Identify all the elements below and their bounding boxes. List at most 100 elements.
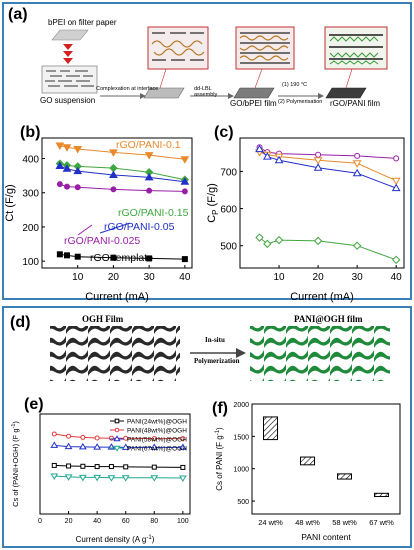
series-label: rGO/PANI-0.025 [64,235,140,247]
data-point [64,442,73,450]
y-tick-label: 600 [220,205,237,216]
data-point [180,436,186,442]
y-tick-label: 700 [220,167,237,178]
panel-label-b: (b) [20,124,41,141]
panel-label-e: (e) [24,396,44,413]
x-tick-label: 0 [38,518,42,525]
legend-label: PANI(48wt%)@OGH [127,428,187,435]
data-point [391,177,401,186]
chart-e: 0 20 40 60 80 100 Current density (A g-1) Cs of… [11,413,191,544]
data-point [94,464,100,470]
step-complexation-label: Complexation at interface [96,86,159,92]
data-point [274,235,284,245]
data-point [55,142,65,151]
data-point [146,255,153,262]
panel-bottom-frame [2,306,412,548]
plot-frame [41,137,193,269]
category-label: 67 wt% [369,518,394,527]
data-point [123,435,129,441]
data-point [180,177,190,185]
legend-label: PANI(58wt%)@OGH [127,437,187,444]
data-point [313,163,323,171]
go-suspension-box [41,65,98,94]
plot-frame [39,413,191,515]
data-point [352,160,362,168]
panel-label-f: (f) [212,400,228,417]
range-bar [374,492,389,498]
y-tick-label: 400 [22,155,39,166]
data-point [313,236,323,246]
data-point [80,434,86,440]
y-axis-label: CP (F/g) [206,183,220,223]
panel-label-c: (c) [214,124,234,141]
y-axis-label: Cs of (PANI+OGH) (F g-1) [11,421,20,507]
schematic-d [50,326,390,381]
data-point [108,464,114,470]
arrow-label-line2: Polymerization [194,357,240,365]
data-point [66,463,72,469]
chart-f: 500 1000 1500 2000 24 wt% 48 wt% 58 wt% 67 wt% P… [215,402,401,542]
data-point [178,443,187,450]
data-point [110,186,117,193]
x-tick-label: 10 [273,272,285,283]
data-point [144,152,154,160]
data-point [74,253,81,260]
data-point [181,256,188,263]
series-label: rGO/PANI-0.05 [104,221,175,233]
data-point [66,433,72,439]
panel-label-d: (d) [10,314,31,331]
data-point [352,241,362,250]
data-point [274,155,284,164]
data-point [180,464,186,470]
x-axis-label: PANI content [301,532,351,542]
annotation-line [77,224,93,236]
y-tick-label: 300 [22,189,39,200]
data-point [391,183,401,192]
x-axis-label: Current density (A g-1) [76,535,155,544]
chart-c: 10 20 30 40 500 600 700 Current (mA) CP (F/g) [206,137,405,303]
range-bar [263,416,278,441]
x-tick-label: 10 [72,272,84,283]
x-axis-label: Current (mA) [85,291,149,303]
category-label: 48 wt% [295,518,320,527]
data-point [178,475,187,482]
data-point [109,170,118,178]
data-point [123,464,129,470]
data-point [150,475,159,482]
plot-frame [239,137,405,269]
data-point [78,442,87,450]
data-point [352,168,362,177]
y-tick-label: 500 [220,242,237,253]
data-point [51,431,57,437]
data-point [64,252,70,259]
y-tick-label: 1000 [233,467,249,474]
step-heat-label: (1) 190 °C [282,82,308,88]
ogh-film-graphic [50,326,180,381]
data-point [121,443,130,450]
data-point [313,157,323,165]
data-point [263,239,272,249]
series-line [54,475,183,479]
x-tick-label: 100 [177,518,189,525]
data-point [109,149,118,157]
category-label: 24 wt% [258,518,283,527]
step-polymerisation-label: (2) Polymerisation [278,99,323,105]
legend-label: PANI(24wt%)@OGH [127,419,187,426]
annotation-line [99,222,131,234]
data-point [121,475,130,482]
data-point [62,164,72,172]
data-point [151,464,157,470]
data-point [51,462,57,468]
data-point [391,255,401,265]
arrow-label-line1: In-situ [205,336,225,344]
data-point [93,443,102,450]
x-tick-label: 20 [65,518,73,525]
data-point [255,233,264,242]
data-point [64,183,70,190]
data-point [56,181,63,188]
data-point [144,172,154,181]
category-label: 58 wt% [332,518,357,527]
go-suspension-label: GO suspension [40,96,96,105]
film2-label: rGO/PANI film [330,99,381,108]
data-point [150,443,159,450]
